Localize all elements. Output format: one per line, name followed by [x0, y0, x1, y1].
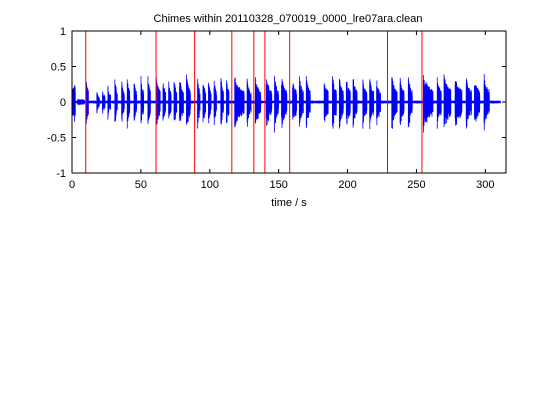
x-tick-label: 200 — [338, 179, 356, 191]
y-tick-label: 0.5 — [51, 62, 66, 74]
x-tick-label: 0 — [69, 179, 75, 191]
x-tick-label: 150 — [269, 179, 287, 191]
y-tick-label: 0 — [60, 97, 66, 109]
chime-markers — [85, 31, 423, 173]
y-tick-label: 1 — [60, 26, 66, 38]
x-tick-label: 100 — [201, 179, 219, 191]
axis-ticks: 0 50 100 150 200 250 300 1 0.5 0 -0.5 -1 — [47, 26, 506, 191]
x-tick-label: 50 — [135, 179, 147, 191]
x-tick-label: 250 — [407, 179, 425, 191]
chart-title: Chimes within 20110328_070019_0000_lre07… — [154, 13, 423, 25]
x-tick-label: 300 — [476, 179, 494, 191]
plot-area: 0 50 100 150 200 250 300 1 0.5 0 -0.5 -1 — [47, 26, 507, 191]
y-tick-label: -1 — [56, 168, 66, 180]
x-axis-label: time / s — [271, 197, 307, 209]
y-tick-label: -0.5 — [47, 133, 66, 145]
